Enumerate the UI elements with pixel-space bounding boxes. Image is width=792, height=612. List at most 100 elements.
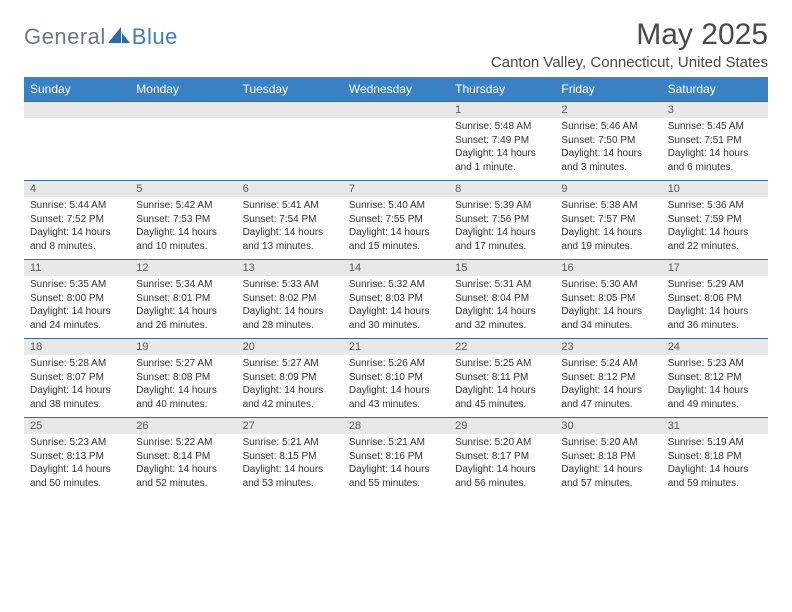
day-number: 3 xyxy=(662,102,768,118)
day-line: Sunset: 8:05 PM xyxy=(561,292,655,306)
day-line: Sunset: 7:57 PM xyxy=(561,213,655,227)
calendar-cell: 8Sunrise: 5:39 AMSunset: 7:56 PMDaylight… xyxy=(449,181,555,260)
day-line: Sunrise: 5:23 AM xyxy=(30,436,124,450)
day-line: Sunset: 8:01 PM xyxy=(136,292,230,306)
day-line: Sunrise: 5:45 AM xyxy=(668,120,762,134)
calendar-cell: 15Sunrise: 5:31 AMSunset: 8:04 PMDayligh… xyxy=(449,260,555,339)
day-line: Sunrise: 5:39 AM xyxy=(455,199,549,213)
calendar-cell: 28Sunrise: 5:21 AMSunset: 8:16 PMDayligh… xyxy=(343,418,449,497)
day-number: 20 xyxy=(237,339,343,355)
day-data: Sunrise: 5:25 AMSunset: 8:11 PMDaylight:… xyxy=(449,355,555,417)
calendar-cell: 27Sunrise: 5:21 AMSunset: 8:15 PMDayligh… xyxy=(237,418,343,497)
day-line: Sunrise: 5:32 AM xyxy=(349,278,443,292)
calendar-cell: 26Sunrise: 5:22 AMSunset: 8:14 PMDayligh… xyxy=(130,418,236,497)
day-line: Sunset: 7:50 PM xyxy=(561,134,655,148)
day-line: Sunset: 8:02 PM xyxy=(243,292,337,306)
day-number: 30 xyxy=(555,418,661,434)
calendar-cell: 13Sunrise: 5:33 AMSunset: 8:02 PMDayligh… xyxy=(237,260,343,339)
calendar-cell: 30Sunrise: 5:20 AMSunset: 8:18 PMDayligh… xyxy=(555,418,661,497)
day-line: Daylight: 14 hours and 30 minutes. xyxy=(349,305,443,332)
day-line: Daylight: 14 hours and 49 minutes. xyxy=(668,384,762,411)
day-data: Sunrise: 5:48 AMSunset: 7:49 PMDaylight:… xyxy=(449,118,555,180)
day-number: 27 xyxy=(237,418,343,434)
day-line: Sunrise: 5:40 AM xyxy=(349,199,443,213)
day-data: Sunrise: 5:34 AMSunset: 8:01 PMDaylight:… xyxy=(130,276,236,338)
dayhead-thu: Thursday xyxy=(449,77,555,102)
day-line: Sunset: 7:56 PM xyxy=(455,213,549,227)
calendar-cell: 23Sunrise: 5:24 AMSunset: 8:12 PMDayligh… xyxy=(555,339,661,418)
day-line: Sunrise: 5:22 AM xyxy=(136,436,230,450)
calendar-cell: 7Sunrise: 5:40 AMSunset: 7:55 PMDaylight… xyxy=(343,181,449,260)
calendar-cell: 17Sunrise: 5:29 AMSunset: 8:06 PMDayligh… xyxy=(662,260,768,339)
day-line: Sunrise: 5:28 AM xyxy=(30,357,124,371)
day-data: Sunrise: 5:28 AMSunset: 8:07 PMDaylight:… xyxy=(24,355,130,417)
day-line: Daylight: 14 hours and 32 minutes. xyxy=(455,305,549,332)
day-line: Daylight: 14 hours and 15 minutes. xyxy=(349,226,443,253)
calendar-week-row: 25Sunrise: 5:23 AMSunset: 8:13 PMDayligh… xyxy=(24,418,768,497)
day-line: Daylight: 14 hours and 28 minutes. xyxy=(243,305,337,332)
day-number: 13 xyxy=(237,260,343,276)
day-data: Sunrise: 5:23 AMSunset: 8:13 PMDaylight:… xyxy=(24,434,130,496)
day-line: Daylight: 14 hours and 43 minutes. xyxy=(349,384,443,411)
calendar-cell: 4Sunrise: 5:44 AMSunset: 7:52 PMDaylight… xyxy=(24,181,130,260)
day-number: 6 xyxy=(237,181,343,197)
calendar-week-row: 18Sunrise: 5:28 AMSunset: 8:07 PMDayligh… xyxy=(24,339,768,418)
calendar-cell: 24Sunrise: 5:23 AMSunset: 8:12 PMDayligh… xyxy=(662,339,768,418)
day-line: Sunset: 8:07 PM xyxy=(30,371,124,385)
day-line: Sunrise: 5:21 AM xyxy=(243,436,337,450)
day-data: Sunrise: 5:23 AMSunset: 8:12 PMDaylight:… xyxy=(662,355,768,417)
day-line: Sunrise: 5:23 AM xyxy=(668,357,762,371)
day-number: 1 xyxy=(449,102,555,118)
calendar-cell: 31Sunrise: 5:19 AMSunset: 8:18 PMDayligh… xyxy=(662,418,768,497)
day-line: Daylight: 14 hours and 1 minute. xyxy=(455,147,549,174)
day-data: Sunrise: 5:42 AMSunset: 7:53 PMDaylight:… xyxy=(130,197,236,259)
day-line: Daylight: 14 hours and 45 minutes. xyxy=(455,384,549,411)
calendar-cell: 14Sunrise: 5:32 AMSunset: 8:03 PMDayligh… xyxy=(343,260,449,339)
calendar-cell xyxy=(237,102,343,181)
title-block: May 2025 Canton Valley, Connecticut, Uni… xyxy=(491,18,768,71)
day-line: Sunrise: 5:20 AM xyxy=(561,436,655,450)
day-number: 19 xyxy=(130,339,236,355)
day-line: Daylight: 14 hours and 56 minutes. xyxy=(455,463,549,490)
day-line: Sunset: 8:16 PM xyxy=(349,450,443,464)
dayhead-tue: Tuesday xyxy=(237,77,343,102)
day-number: 5 xyxy=(130,181,236,197)
calendar-week-row: 4Sunrise: 5:44 AMSunset: 7:52 PMDaylight… xyxy=(24,181,768,260)
day-line: Sunset: 8:12 PM xyxy=(561,371,655,385)
day-data: Sunrise: 5:21 AMSunset: 8:15 PMDaylight:… xyxy=(237,434,343,496)
day-line: Daylight: 14 hours and 55 minutes. xyxy=(349,463,443,490)
day-data: Sunrise: 5:20 AMSunset: 8:18 PMDaylight:… xyxy=(555,434,661,496)
day-line: Daylight: 14 hours and 13 minutes. xyxy=(243,226,337,253)
day-number xyxy=(24,102,130,118)
day-number: 22 xyxy=(449,339,555,355)
calendar-cell xyxy=(130,102,236,181)
day-line: Sunset: 8:18 PM xyxy=(561,450,655,464)
day-line: Sunrise: 5:42 AM xyxy=(136,199,230,213)
calendar-cell: 21Sunrise: 5:26 AMSunset: 8:10 PMDayligh… xyxy=(343,339,449,418)
day-line: Daylight: 14 hours and 36 minutes. xyxy=(668,305,762,332)
day-line: Sunrise: 5:25 AM xyxy=(455,357,549,371)
day-line: Daylight: 14 hours and 22 minutes. xyxy=(668,226,762,253)
day-line: Sunset: 8:14 PM xyxy=(136,450,230,464)
calendar-cell: 20Sunrise: 5:27 AMSunset: 8:09 PMDayligh… xyxy=(237,339,343,418)
day-data xyxy=(237,118,343,176)
day-line: Sunset: 8:12 PM xyxy=(668,371,762,385)
day-number xyxy=(237,102,343,118)
calendar-cell: 6Sunrise: 5:41 AMSunset: 7:54 PMDaylight… xyxy=(237,181,343,260)
day-number: 25 xyxy=(24,418,130,434)
day-line: Sunrise: 5:41 AM xyxy=(243,199,337,213)
day-number: 10 xyxy=(662,181,768,197)
day-line: Daylight: 14 hours and 40 minutes. xyxy=(136,384,230,411)
day-line: Daylight: 14 hours and 50 minutes. xyxy=(30,463,124,490)
day-line: Sunrise: 5:19 AM xyxy=(668,436,762,450)
day-line: Sunrise: 5:44 AM xyxy=(30,199,124,213)
location: Canton Valley, Connecticut, United State… xyxy=(491,54,768,71)
day-line: Sunset: 8:10 PM xyxy=(349,371,443,385)
dayhead-wed: Wednesday xyxy=(343,77,449,102)
day-data: Sunrise: 5:36 AMSunset: 7:59 PMDaylight:… xyxy=(662,197,768,259)
calendar-cell: 29Sunrise: 5:20 AMSunset: 8:17 PMDayligh… xyxy=(449,418,555,497)
day-number xyxy=(343,102,449,118)
day-data: Sunrise: 5:44 AMSunset: 7:52 PMDaylight:… xyxy=(24,197,130,259)
day-line: Sunset: 7:59 PM xyxy=(668,213,762,227)
day-number: 17 xyxy=(662,260,768,276)
